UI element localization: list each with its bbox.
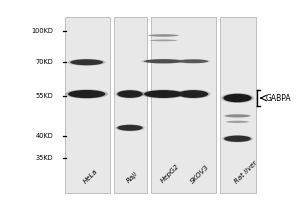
Ellipse shape <box>226 121 249 123</box>
Ellipse shape <box>229 115 246 117</box>
Bar <box>65 17 110 193</box>
Ellipse shape <box>176 90 211 99</box>
Bar <box>114 17 147 193</box>
Ellipse shape <box>183 91 204 97</box>
Text: 100KD: 100KD <box>31 28 53 34</box>
Text: 40KD: 40KD <box>35 133 53 139</box>
Ellipse shape <box>121 126 139 130</box>
Ellipse shape <box>74 91 100 97</box>
Text: 70KD: 70KD <box>35 59 53 65</box>
Ellipse shape <box>141 59 186 64</box>
Ellipse shape <box>144 90 183 98</box>
Ellipse shape <box>228 95 247 101</box>
Ellipse shape <box>154 40 173 41</box>
Text: Rat liver: Rat liver <box>233 159 258 184</box>
Ellipse shape <box>221 93 254 103</box>
Ellipse shape <box>222 135 253 142</box>
Bar <box>152 17 216 193</box>
Ellipse shape <box>150 60 177 63</box>
Ellipse shape <box>146 34 181 37</box>
Ellipse shape <box>148 39 179 41</box>
Ellipse shape <box>65 89 108 99</box>
Ellipse shape <box>141 90 186 99</box>
Ellipse shape <box>225 121 250 123</box>
Ellipse shape <box>230 121 245 123</box>
Ellipse shape <box>144 59 183 63</box>
Ellipse shape <box>224 136 251 142</box>
Ellipse shape <box>178 90 208 98</box>
Ellipse shape <box>223 114 252 118</box>
Ellipse shape <box>117 125 143 131</box>
Ellipse shape <box>121 91 139 97</box>
Bar <box>220 17 256 193</box>
Ellipse shape <box>223 94 252 102</box>
Ellipse shape <box>150 91 177 97</box>
Ellipse shape <box>116 124 145 131</box>
Ellipse shape <box>75 60 98 64</box>
Ellipse shape <box>153 35 174 36</box>
Ellipse shape <box>68 90 105 98</box>
Ellipse shape <box>176 59 211 63</box>
Ellipse shape <box>228 137 247 141</box>
Ellipse shape <box>117 90 143 98</box>
Ellipse shape <box>183 60 204 63</box>
Text: Raji: Raji <box>126 171 139 184</box>
Text: GABPA: GABPA <box>266 94 292 103</box>
Text: HepG2: HepG2 <box>159 163 180 184</box>
Text: HeLa: HeLa <box>82 168 99 184</box>
Text: 55KD: 55KD <box>35 93 53 99</box>
Ellipse shape <box>116 90 145 98</box>
Ellipse shape <box>68 59 106 66</box>
Ellipse shape <box>148 34 178 37</box>
Text: SKOV3: SKOV3 <box>189 163 210 184</box>
Ellipse shape <box>178 59 208 63</box>
Ellipse shape <box>225 114 250 117</box>
Ellipse shape <box>150 40 177 41</box>
Text: 35KD: 35KD <box>35 155 53 161</box>
Ellipse shape <box>70 59 103 65</box>
